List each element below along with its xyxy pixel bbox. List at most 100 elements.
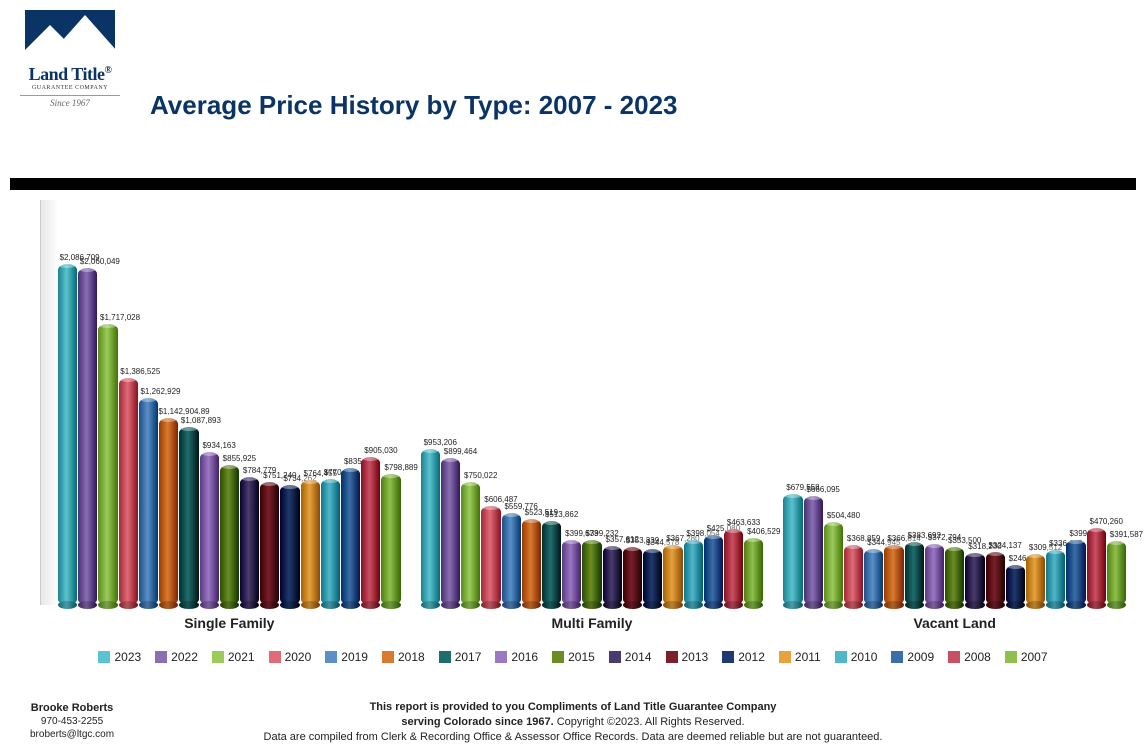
chart-bar: $953,206: [421, 449, 440, 605]
chart-bar: $784,779: [240, 477, 259, 605]
chart-bar: $470,260: [1087, 528, 1106, 605]
chart-bar: $336,625: [1046, 550, 1065, 605]
divider-bar: [10, 178, 1136, 190]
chart-bar: $2,060,049: [78, 268, 97, 605]
chart-bar: $559,776: [502, 513, 521, 605]
legend-swatch: [212, 651, 224, 663]
chart-bar: $399,232: [582, 540, 601, 605]
chart-bar: $368,859: [844, 545, 863, 605]
footer-copyright: Copyright ©2023. All Rights Reserved.: [557, 716, 745, 728]
legend-swatch: [609, 651, 621, 663]
chart-bar: $770,747: [321, 479, 340, 605]
legend-swatch: [325, 651, 337, 663]
legend-item: 2019: [325, 650, 368, 664]
group-label: Vacant Land: [783, 615, 1126, 631]
legend-item: 2018: [382, 650, 425, 664]
legend-swatch: [779, 651, 791, 663]
legend-swatch: [891, 651, 903, 663]
chart-bar: $391,587: [1107, 541, 1126, 605]
logo-since: Since 1967: [20, 95, 120, 108]
chart-bar: $679,558: [783, 494, 802, 605]
chart-bar: $406,529: [744, 538, 763, 605]
chart-bar: $344,578: [643, 549, 662, 605]
chart-bar: $309,512: [1026, 554, 1045, 605]
legend-label: 2022: [171, 650, 198, 664]
chart-bar: $513,862: [542, 521, 561, 605]
chart-bar: $523,519: [522, 519, 541, 605]
logo-brand: Land Title®: [20, 64, 120, 85]
legend-swatch: [269, 651, 281, 663]
legend-swatch: [722, 651, 734, 663]
group-label: Multi Family: [421, 615, 764, 631]
chart-bar: $1,262,929: [139, 398, 158, 605]
chart-bar: $399,673: [562, 540, 581, 605]
logo-subtext: GUARANTEE COMPANY: [20, 85, 120, 91]
legend-label: 2008: [964, 650, 991, 664]
legend-swatch: [948, 651, 960, 663]
legend-item: 2017: [439, 650, 482, 664]
legend-item: 2023: [98, 650, 141, 664]
footer-line1b: serving Colorado since 1967.: [401, 716, 553, 728]
legend-item: 2020: [269, 650, 312, 664]
legend-item: 2010: [835, 650, 878, 664]
chart-bar: $905,030: [361, 457, 380, 605]
legend-item: 2008: [948, 650, 991, 664]
chart-group: $679,558$666,095$504,480$368,859$344,945…: [783, 200, 1126, 605]
chart-bar: $344,945: [864, 549, 883, 605]
chart-bar: $750,022: [461, 482, 480, 605]
legend-swatch: [835, 651, 847, 663]
footer-line1a: This report is provided to you Complimen…: [370, 701, 777, 713]
legend-item: 2009: [891, 650, 934, 664]
legend-label: 2017: [455, 650, 482, 664]
legend-item: 2007: [1005, 650, 1048, 664]
legend-label: 2013: [682, 650, 709, 664]
chart-bar: $504,480: [824, 522, 843, 605]
legend-label: 2016: [511, 650, 538, 664]
chart-bar: $399,025: [1066, 540, 1085, 605]
legend-item: 2011: [779, 650, 821, 664]
chart-bar: $1,142,904.89: [159, 418, 178, 605]
legend-item: 2016: [495, 650, 538, 664]
chart-bar: $666,095: [804, 496, 823, 605]
legend-label: 2009: [907, 650, 934, 664]
legend-label: 2020: [285, 650, 312, 664]
chart-group: $953,206$899,464$750,022$606,487$559,776…: [421, 200, 764, 605]
footer-line2: Data are compiled from Clerk & Recording…: [0, 730, 1146, 745]
legend-swatch: [552, 651, 564, 663]
legend-swatch: [98, 651, 110, 663]
chart-bar: $318,230: [965, 553, 984, 605]
legend-label: 2011: [795, 650, 821, 664]
legend-item: 2021: [212, 650, 255, 664]
legend-item: 2014: [609, 650, 652, 664]
chart-bar: $1,087,893: [179, 427, 198, 605]
chart-bar: $425,080: [704, 535, 723, 605]
chart-bar: $372,794: [925, 544, 944, 605]
chart-bar: $398,054: [684, 540, 703, 605]
price-history-chart: $2,086,709$2,060,049$1,717,028$1,386,525…: [20, 200, 1126, 605]
legend-label: 2019: [341, 650, 368, 664]
chart-bar: $835,803: [341, 468, 360, 605]
legend-item: 2013: [666, 650, 709, 664]
legend-label: 2007: [1021, 650, 1048, 664]
chart-bar: $2,086,709: [58, 264, 77, 605]
legend-label: 2015: [568, 650, 595, 664]
legend-label: 2014: [625, 650, 652, 664]
legend-label: 2018: [398, 650, 425, 664]
legend-swatch: [666, 651, 678, 663]
legend-swatch: [1005, 651, 1017, 663]
chart-bar: $899,464: [441, 458, 460, 605]
legend-swatch: [382, 651, 394, 663]
chart-bar: $366,814: [884, 545, 903, 605]
chart-bar: $367,280: [663, 545, 682, 605]
legend-swatch: [439, 651, 451, 663]
chart-bar: $463,633: [724, 529, 743, 605]
legend-label: 2012: [738, 650, 765, 664]
chart-y-axis: [40, 200, 58, 605]
chart-bar: $324,137: [986, 552, 1005, 605]
page-title: Average Price History by Type: 2007 - 20…: [150, 90, 678, 121]
logo-mountain-icon: [25, 10, 115, 60]
chart-bar: $734,262: [280, 485, 299, 605]
legend-item: 2012: [722, 650, 765, 664]
chart-bar: $1,717,028: [98, 324, 117, 605]
legend-label: 2010: [851, 650, 878, 664]
